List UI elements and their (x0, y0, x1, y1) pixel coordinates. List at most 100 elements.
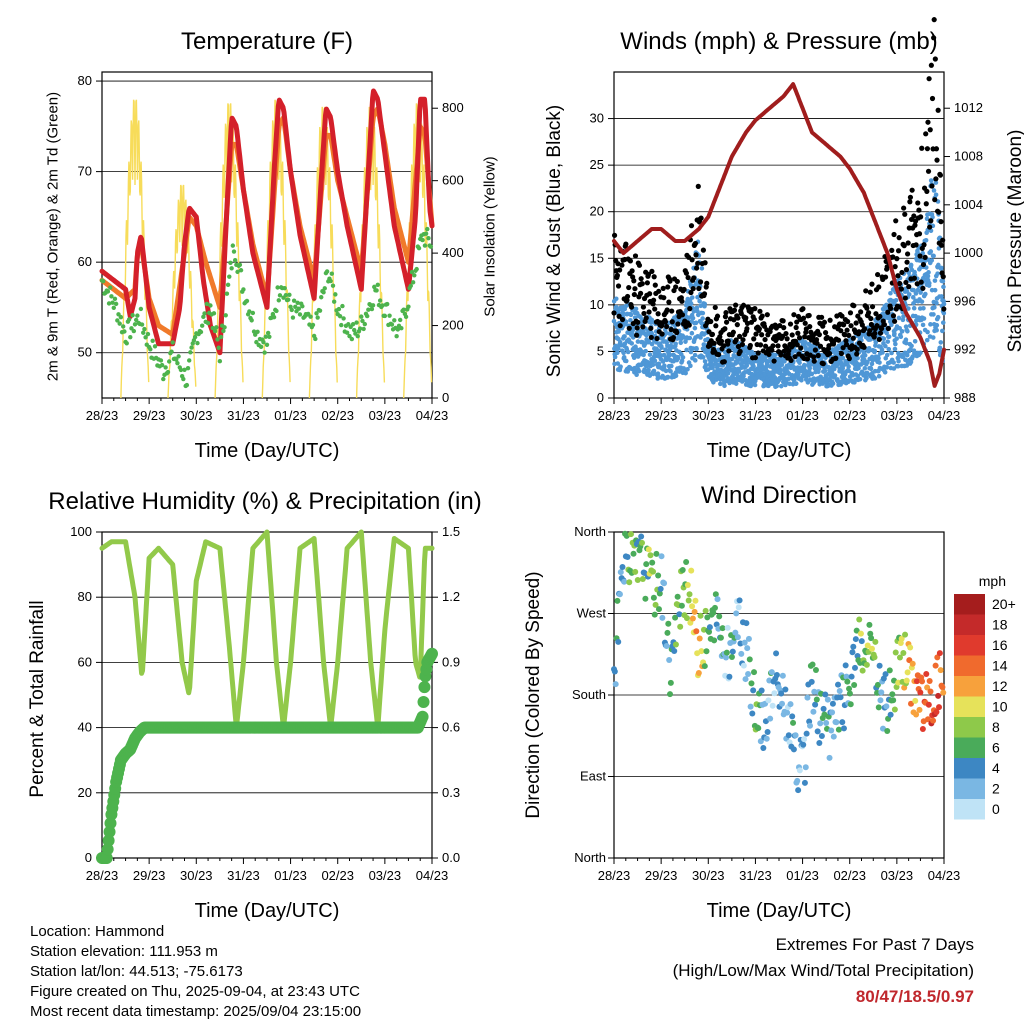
direction-point (755, 725, 762, 732)
gust-point (899, 269, 905, 276)
direction-point (794, 777, 801, 784)
dewpoint-point (222, 325, 227, 330)
gust-point (893, 218, 899, 224)
wind-point (846, 364, 851, 369)
dewpoint-point (124, 341, 129, 346)
dewpoint-point (131, 328, 137, 334)
dewpoint-point (165, 369, 171, 375)
direction-point (685, 597, 692, 604)
dewpoint-point (105, 289, 111, 294)
gust-point (890, 254, 896, 260)
direction-point (676, 611, 683, 618)
direction-point (898, 635, 905, 642)
gust-point (794, 342, 800, 348)
wind-point (673, 341, 678, 347)
gust-point (869, 281, 875, 287)
pressure-series (612, 82, 946, 388)
gust-point (721, 343, 727, 349)
x-tick-label: 01/23 (274, 408, 307, 423)
wind-point (722, 383, 727, 389)
direction-point (836, 687, 843, 694)
direction-point (734, 634, 741, 641)
created-text: Figure created on Thu, 2025-09-04, at 23… (30, 983, 360, 1000)
gust-point (651, 274, 657, 280)
gust-point (820, 361, 826, 367)
gust-point (833, 355, 839, 361)
direction-point (863, 661, 870, 668)
dewpoint-point (235, 269, 240, 275)
gust-point (925, 119, 931, 125)
dewpoint-point (224, 291, 230, 296)
dewpoint-point (187, 358, 192, 363)
wind-point (855, 373, 861, 379)
x-tick-label: 31/23 (739, 868, 772, 883)
gust-point (937, 172, 944, 178)
wind-point (928, 249, 934, 254)
wind-point (613, 296, 619, 302)
x-tick-label: 31/23 (227, 868, 260, 883)
dewpoint-point (244, 298, 250, 304)
gust-point (897, 280, 903, 287)
wind-point (692, 352, 698, 358)
wind-point (736, 369, 742, 374)
precip-point (417, 695, 430, 708)
wind-point (686, 315, 692, 320)
gust-point (863, 288, 869, 294)
x-tick-label: 28/23 (86, 868, 119, 883)
gust-point (783, 330, 789, 337)
direction-point (912, 697, 919, 704)
gust-point (814, 340, 820, 346)
dewpoint-point (322, 286, 327, 291)
x-tick-label: 29/23 (645, 868, 678, 883)
direction-point (691, 608, 698, 615)
dewpoint-point (176, 354, 181, 359)
y-tick-label: 100 (70, 524, 92, 539)
wind-point (886, 346, 892, 352)
wind-point (620, 310, 626, 316)
direction-point (723, 654, 730, 661)
direction-point (611, 668, 618, 675)
dewpoint-point (336, 306, 342, 312)
wind-point (643, 341, 648, 346)
gust-point (744, 325, 750, 332)
direction-point (627, 531, 634, 538)
gust-point (753, 331, 759, 337)
dewpoint-point (221, 328, 226, 334)
direction-point (875, 704, 882, 711)
dewpoint-point (331, 299, 337, 304)
x-tick-label: 04/23 (416, 868, 449, 883)
gust-point (725, 338, 731, 344)
wind-point (729, 356, 735, 362)
wind-point (694, 346, 699, 352)
wind-point (926, 280, 932, 286)
wind-point (898, 334, 904, 340)
direction-point (853, 627, 860, 634)
wind-point (612, 354, 618, 360)
direction-point (672, 614, 679, 621)
gust-point (905, 240, 911, 246)
gust-point (648, 334, 654, 341)
wind-point (930, 335, 936, 340)
direction-point (678, 602, 685, 609)
wind-point (636, 368, 642, 374)
dewpoint-point (282, 285, 287, 291)
y-tick-label: 50 (78, 345, 92, 360)
dewpoint-point (380, 303, 385, 308)
gust-point (838, 350, 845, 357)
gust-point (611, 232, 618, 238)
direction-point (702, 607, 709, 614)
gust-point (723, 310, 729, 316)
elevation-text: Station elevation: 111.953 m (30, 943, 218, 960)
dewpoint-point (394, 333, 399, 339)
gust-point (689, 257, 695, 263)
dewpoint-point (300, 304, 305, 309)
gust-point (906, 284, 912, 290)
gust-point (878, 325, 885, 332)
legend-swatch (954, 799, 985, 820)
wind-point (855, 355, 860, 361)
dewpoint-point (106, 301, 112, 306)
dewpoint-point (337, 313, 343, 319)
gust-point (652, 306, 658, 312)
direction-point (927, 688, 934, 695)
gust-point (918, 279, 924, 285)
